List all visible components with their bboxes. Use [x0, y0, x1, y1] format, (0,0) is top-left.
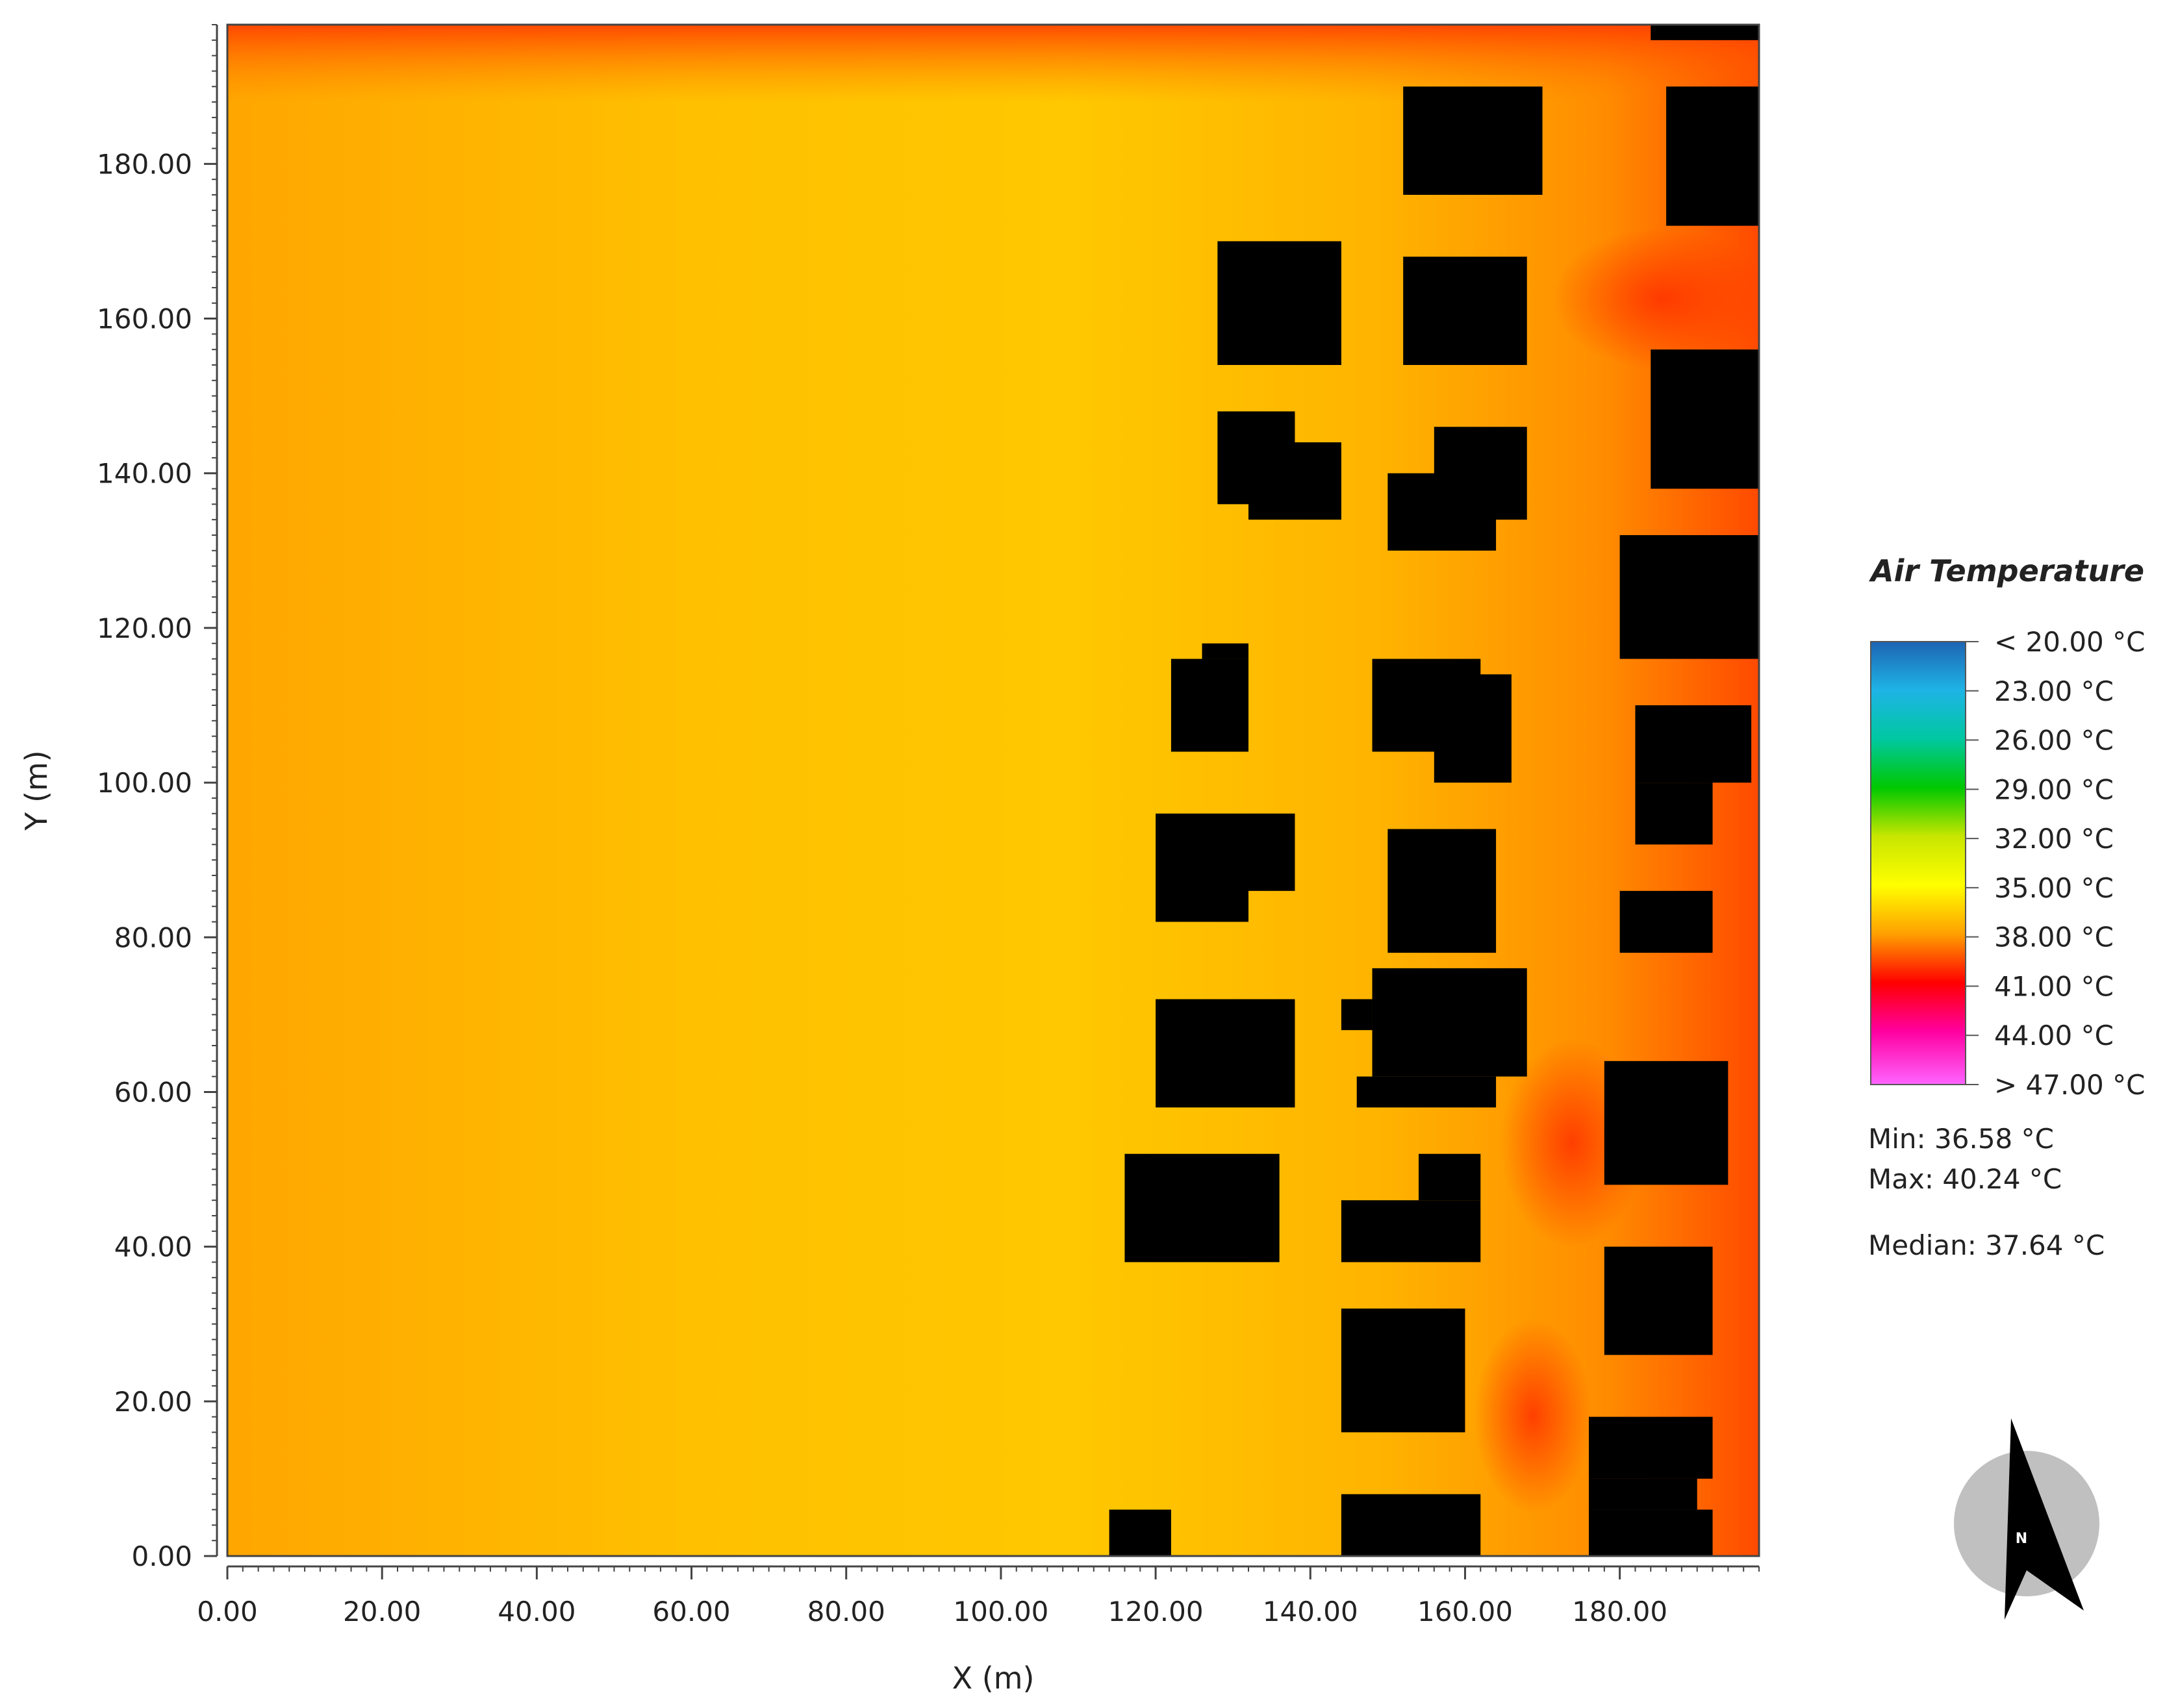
- building: [1124, 1153, 1280, 1262]
- y-tick-label: 80.00: [114, 922, 192, 953]
- building: [1419, 1153, 1481, 1201]
- x-minor-ticks: [227, 1566, 1760, 1572]
- x-tick-label: 60.00: [652, 1596, 730, 1627]
- building: [1635, 705, 1752, 783]
- building: [1604, 1246, 1713, 1355]
- building: [1434, 674, 1512, 783]
- x-tick-label: 80.00: [807, 1596, 885, 1627]
- x-tick-label: 20.00: [343, 1596, 421, 1627]
- legend-label: 35.00 °C: [1994, 872, 2114, 904]
- building: [1589, 1478, 1697, 1510]
- legend-label: 38.00 °C: [1994, 922, 2114, 953]
- building: [1109, 1509, 1171, 1556]
- legend: Air Temperature < 20.00 °C 23.00 °C 26.00 …: [1869, 553, 2145, 1101]
- x-tick-label: 140.00: [1263, 1596, 1358, 1627]
- building: [1372, 968, 1527, 1077]
- north-arrow-icon: N: [1954, 1418, 2099, 1620]
- building: [1604, 1061, 1728, 1185]
- building: [1156, 813, 1248, 922]
- hot-spot: [1475, 1318, 1591, 1513]
- legend-label: < 20.00 °C: [1994, 626, 2145, 658]
- building: [1341, 999, 1373, 1031]
- building: [1341, 1200, 1481, 1262]
- x-tick-label: 120.00: [1108, 1596, 1204, 1627]
- x-tick-label: 100.00: [953, 1596, 1048, 1627]
- legend-label: 44.00 °C: [1994, 1020, 2114, 1051]
- y-tick-label: 20.00: [114, 1386, 192, 1418]
- x-axis-ticks: 0.00 20.00 40.00 60.00 80.00 100.00 120.00 140.…: [197, 1566, 1667, 1627]
- y-tick-label: 140.00: [97, 458, 192, 490]
- building: [1217, 241, 1341, 365]
- plot-area: [227, 25, 1759, 1556]
- y-axis-title: Y (m): [19, 750, 54, 831]
- building: [1202, 643, 1248, 659]
- building: [1171, 659, 1248, 752]
- legend-label: 32.00 °C: [1994, 823, 2114, 855]
- building: [1356, 1076, 1497, 1108]
- y-minor-ticks: [212, 24, 217, 1557]
- building: [1619, 535, 1759, 659]
- y-tick-label: 160.00: [97, 303, 192, 335]
- building: [1341, 1308, 1465, 1433]
- y-tick-label: 120.00: [97, 612, 192, 644]
- legend-label: 23.00 °C: [1994, 675, 2114, 707]
- building: [1651, 349, 1759, 489]
- building: [1387, 829, 1497, 953]
- building: [1403, 257, 1527, 365]
- max-value: Max: 40.24 °C: [1868, 1163, 2062, 1195]
- min-value: Min: 36.58 °C: [1868, 1123, 2054, 1155]
- y-tick-label: 180.00: [97, 148, 192, 180]
- x-tick-label: 180.00: [1572, 1596, 1667, 1627]
- y-tick-label: 100.00: [97, 767, 192, 799]
- legend-labels: < 20.00 °C 23.00 °C 26.00 °C 29.00 °C 32.00 …: [1966, 626, 2145, 1101]
- building: [1248, 442, 1341, 520]
- y-tick-label: 0.00: [131, 1540, 192, 1572]
- building: [1651, 25, 1759, 40]
- legend-colorbar: [1870, 641, 1966, 1085]
- y-tick-label: 40.00: [114, 1231, 192, 1263]
- building: [1434, 427, 1527, 520]
- x-axis-title: X (m): [952, 1661, 1035, 1696]
- building: [1156, 999, 1295, 1108]
- building: [1589, 1416, 1713, 1479]
- legend-title: Air Temperature: [1869, 553, 2144, 588]
- x-tick-label: 160.00: [1417, 1596, 1513, 1627]
- y-axis-ticks: 0.00 20.00 40.00 60.00 80.00 100.00 120.00 140.…: [97, 148, 217, 1572]
- x-tick-label: 0.00: [197, 1596, 258, 1627]
- building: [1248, 813, 1295, 891]
- plot-frame: [226, 23, 1760, 1557]
- buildings-layer: [1109, 25, 1759, 1556]
- legend-label: 41.00 °C: [1994, 970, 2114, 1002]
- legend-label: > 47.00 °C: [1994, 1069, 2145, 1101]
- building: [1589, 1509, 1713, 1556]
- svg-text:N: N: [2016, 1531, 2027, 1547]
- legend-label: 29.00 °C: [1994, 773, 2114, 805]
- building: [1666, 86, 1759, 226]
- building: [1619, 890, 1713, 953]
- building: [1341, 1494, 1481, 1556]
- legend-label: 26.00 °C: [1994, 725, 2114, 757]
- building: [1635, 783, 1713, 845]
- x-tick-label: 40.00: [498, 1596, 576, 1627]
- hot-spot: [1552, 227, 1759, 370]
- y-tick-label: 60.00: [114, 1076, 192, 1108]
- median-value: Median: 37.64 °C: [1868, 1229, 2105, 1261]
- building: [1403, 86, 1543, 195]
